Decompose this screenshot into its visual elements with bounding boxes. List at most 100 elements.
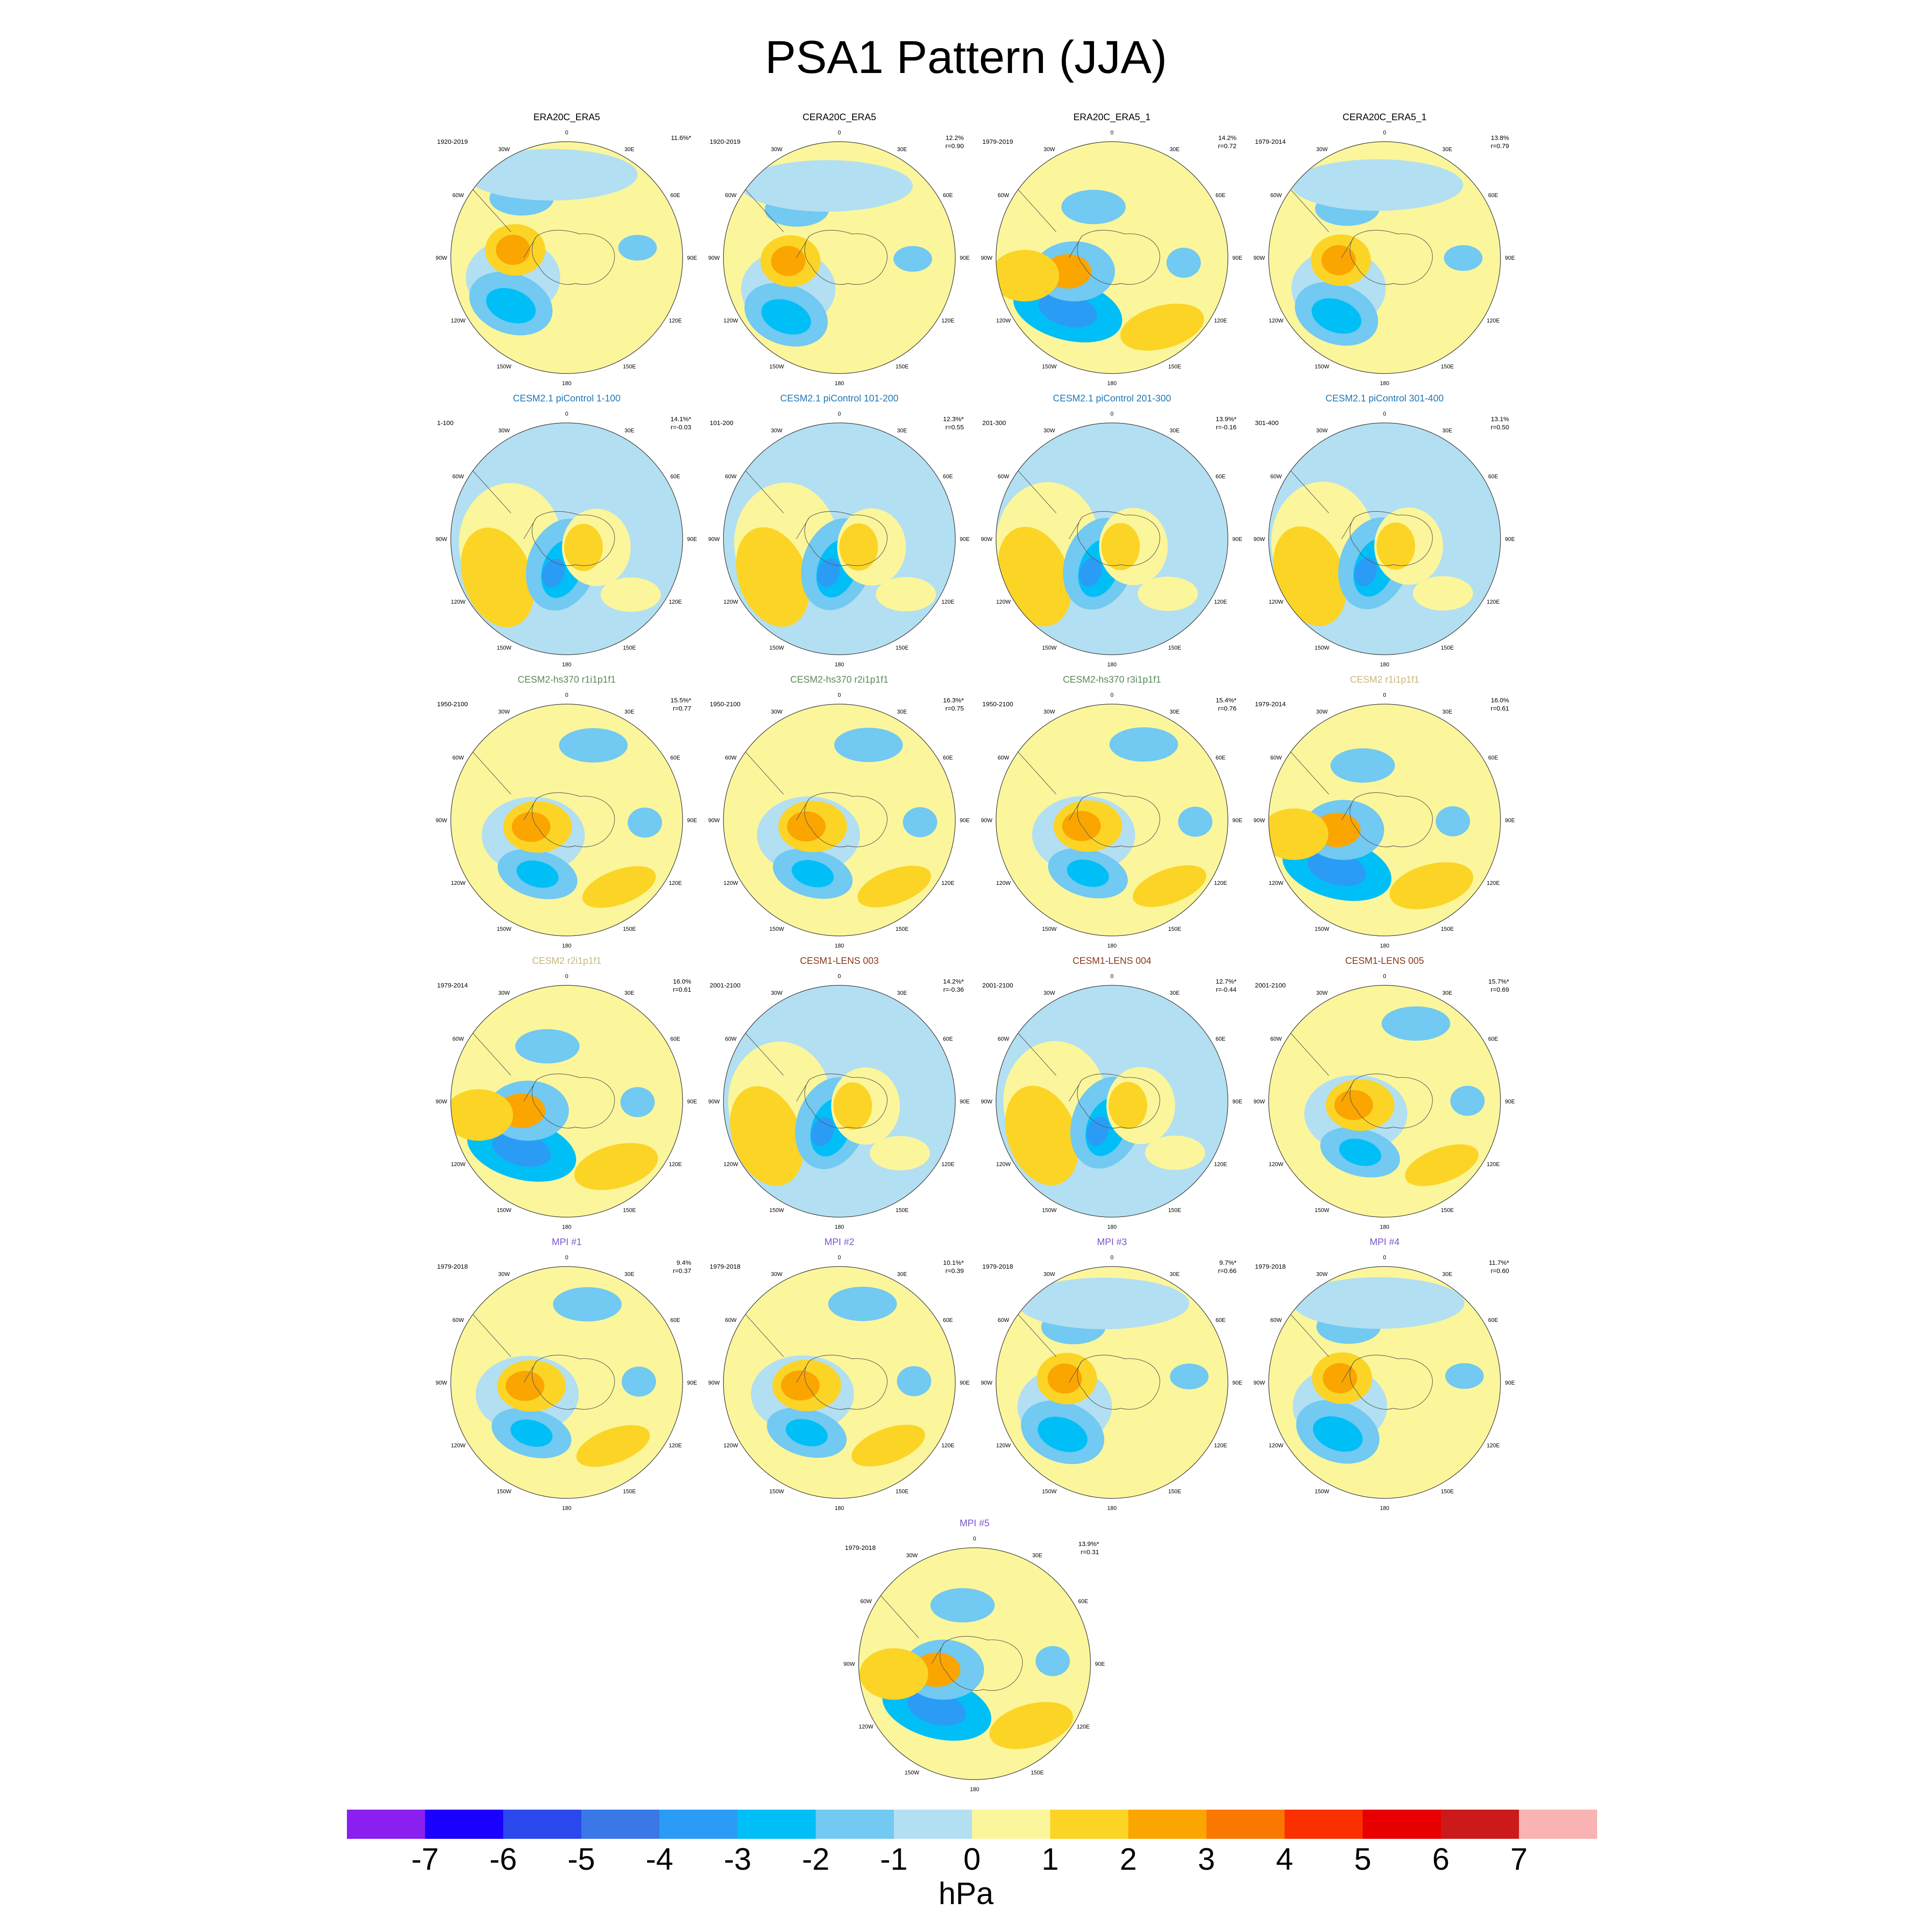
longitude-label: 60W bbox=[998, 1036, 1009, 1042]
explained-variance: 13.9%* bbox=[1078, 1540, 1099, 1548]
longitude-label: 0 bbox=[838, 973, 841, 979]
map-border bbox=[450, 704, 683, 936]
map-panel: CESM1-LENS 005 2001-2100 15.7%* r=0.69 0 30E 6… bbox=[1247, 955, 1522, 1230]
colorbar-tick-label: -3 bbox=[723, 1842, 752, 1877]
contour-region bbox=[466, 149, 638, 200]
longitude-label: 0 bbox=[565, 410, 568, 417]
longitude-label: 0 bbox=[1110, 1254, 1113, 1261]
map-border bbox=[1268, 704, 1501, 936]
coastline bbox=[1017, 1313, 1160, 1410]
longitude-label: 30E bbox=[897, 427, 907, 434]
polar-map: 0 30E 60E 90E 120E 150E 180 150W 120W 90W 60W 30W bbox=[708, 1254, 970, 1511]
panel-title: CERA20C_ERA5 bbox=[802, 112, 876, 122]
longitude-label: 0 bbox=[1110, 692, 1113, 698]
longitude-label: 60W bbox=[998, 192, 1009, 198]
longitude-label: 150E bbox=[623, 363, 636, 370]
longitude-label: 60W bbox=[453, 754, 464, 761]
colorbar-swatch bbox=[816, 1810, 894, 1839]
panel-title: MPI #1 bbox=[552, 1236, 582, 1247]
longitude-label: 60E bbox=[670, 192, 680, 198]
contour-region bbox=[1145, 1136, 1205, 1170]
map-border bbox=[996, 1266, 1228, 1499]
panel-stats: 15.4%* r=0.76 bbox=[1216, 696, 1236, 713]
longitude-label: 0 bbox=[838, 692, 841, 698]
coastline bbox=[744, 751, 888, 848]
longitude-label: 150W bbox=[769, 644, 784, 651]
contour-region bbox=[516, 860, 559, 888]
longitude-label: 120W bbox=[451, 880, 466, 886]
longitude-label: 120E bbox=[942, 1161, 955, 1167]
longitude-label: 90W bbox=[844, 1661, 855, 1667]
longitude-label: 60E bbox=[1215, 192, 1225, 198]
panel-stats: 15.7%* r=0.69 bbox=[1488, 978, 1509, 994]
contour-region bbox=[1036, 1646, 1070, 1676]
explained-variance: 13.1% bbox=[1491, 416, 1509, 423]
longitude-label: 150W bbox=[905, 1769, 920, 1776]
map-border bbox=[723, 985, 956, 1218]
longitude-label: 30E bbox=[624, 146, 634, 152]
panel-period: 1979-2014 bbox=[1255, 701, 1286, 708]
longitude-label: 60E bbox=[1215, 473, 1225, 480]
contour-region bbox=[792, 860, 834, 887]
contour-region bbox=[1109, 727, 1178, 762]
coastline bbox=[744, 470, 888, 566]
contour-region bbox=[1273, 526, 1347, 626]
longitude-label: 30E bbox=[624, 990, 634, 996]
panel-stats: 13.9%* r=-0.16 bbox=[1216, 415, 1236, 431]
pattern-correlation: r=0.66 bbox=[1218, 1267, 1236, 1275]
map-border bbox=[996, 985, 1228, 1218]
contour-region bbox=[1067, 860, 1109, 887]
map-panel: CESM2.1 piControl 301-400 301-400 13.1% r=0… bbox=[1247, 393, 1522, 668]
longitude-label: 90E bbox=[1505, 1098, 1515, 1105]
longitude-label: 120W bbox=[996, 598, 1011, 605]
polar-map: 0 30E 60E 90E 120E 150E 180 150W 120W 90W 60W 30W bbox=[436, 1254, 697, 1511]
pattern-correlation: r=0.31 bbox=[1081, 1549, 1099, 1556]
colorbar-swatch bbox=[659, 1810, 738, 1839]
map-panel: CESM2.1 piControl 101-200 101-200 12.3%* r=… bbox=[702, 393, 977, 668]
longitude-label: 30E bbox=[1170, 990, 1179, 996]
longitude-label: 90W bbox=[981, 1098, 993, 1105]
polar-map: 0 30E 60E 90E 120E 150E 180 150W 120W 90W 60W 30W bbox=[1254, 692, 1515, 949]
contour-region bbox=[787, 811, 826, 841]
explained-variance: 11.6%* bbox=[671, 134, 691, 142]
map-border bbox=[1268, 422, 1501, 655]
longitude-label: 30W bbox=[1316, 146, 1328, 152]
panel-stats: 12.7%* r=-0.44 bbox=[1216, 978, 1236, 994]
coastline bbox=[880, 1595, 1023, 1691]
pattern-correlation: r=0.61 bbox=[1491, 705, 1509, 712]
polar-map: 0 30E 60E 90E 120E 150E 180 150W 120W 90W 60W 30W bbox=[436, 410, 697, 668]
panel-period: 1979-2018 bbox=[437, 1263, 468, 1270]
polar-map: 0 30E 60E 90E 120E 150E 180 150W 120W 90W 60W 30W bbox=[436, 129, 697, 386]
pattern-correlation: r=0.50 bbox=[1491, 424, 1509, 431]
contour-region bbox=[574, 1143, 658, 1190]
coastline bbox=[1290, 751, 1433, 848]
contour-region bbox=[622, 1367, 656, 1397]
panel-title: CESM2-hs370 r3i1p1f1 bbox=[1063, 674, 1161, 685]
longitude-label: 180 bbox=[562, 380, 571, 386]
contour-region bbox=[492, 1132, 551, 1167]
longitude-label: 150W bbox=[769, 1488, 784, 1495]
longitude-label: 60W bbox=[860, 1598, 872, 1604]
colorbar-swatch bbox=[894, 1810, 972, 1839]
longitude-label: 90E bbox=[1232, 255, 1242, 261]
contour-region bbox=[461, 527, 535, 628]
explained-variance: 9.7%* bbox=[1219, 1259, 1236, 1267]
map-border bbox=[1268, 1266, 1501, 1499]
longitude-label: 120W bbox=[723, 317, 738, 324]
longitude-label: 30W bbox=[498, 1271, 510, 1277]
coastline bbox=[1290, 470, 1433, 566]
contour-region bbox=[1120, 304, 1204, 351]
polar-map: 0 30E 60E 90E 120E 150E 180 150W 120W 90W 60W 30W bbox=[1254, 129, 1515, 386]
longitude-label: 120W bbox=[1269, 1161, 1284, 1167]
longitude-label: 30W bbox=[1316, 427, 1328, 434]
contour-region bbox=[620, 1087, 655, 1117]
panel-period: 201-300 bbox=[982, 419, 1006, 427]
contour-region bbox=[1086, 1117, 1109, 1146]
panel-period: 1979-2014 bbox=[437, 982, 468, 989]
longitude-label: 60W bbox=[453, 192, 464, 198]
longitude-label: 120E bbox=[1487, 880, 1500, 886]
longitude-label: 30W bbox=[1044, 427, 1055, 434]
panel-title: CESM1-LENS 004 bbox=[1072, 955, 1151, 966]
panel-title: CESM2 r2i1p1f1 bbox=[532, 955, 601, 966]
longitude-label: 90E bbox=[687, 536, 697, 542]
